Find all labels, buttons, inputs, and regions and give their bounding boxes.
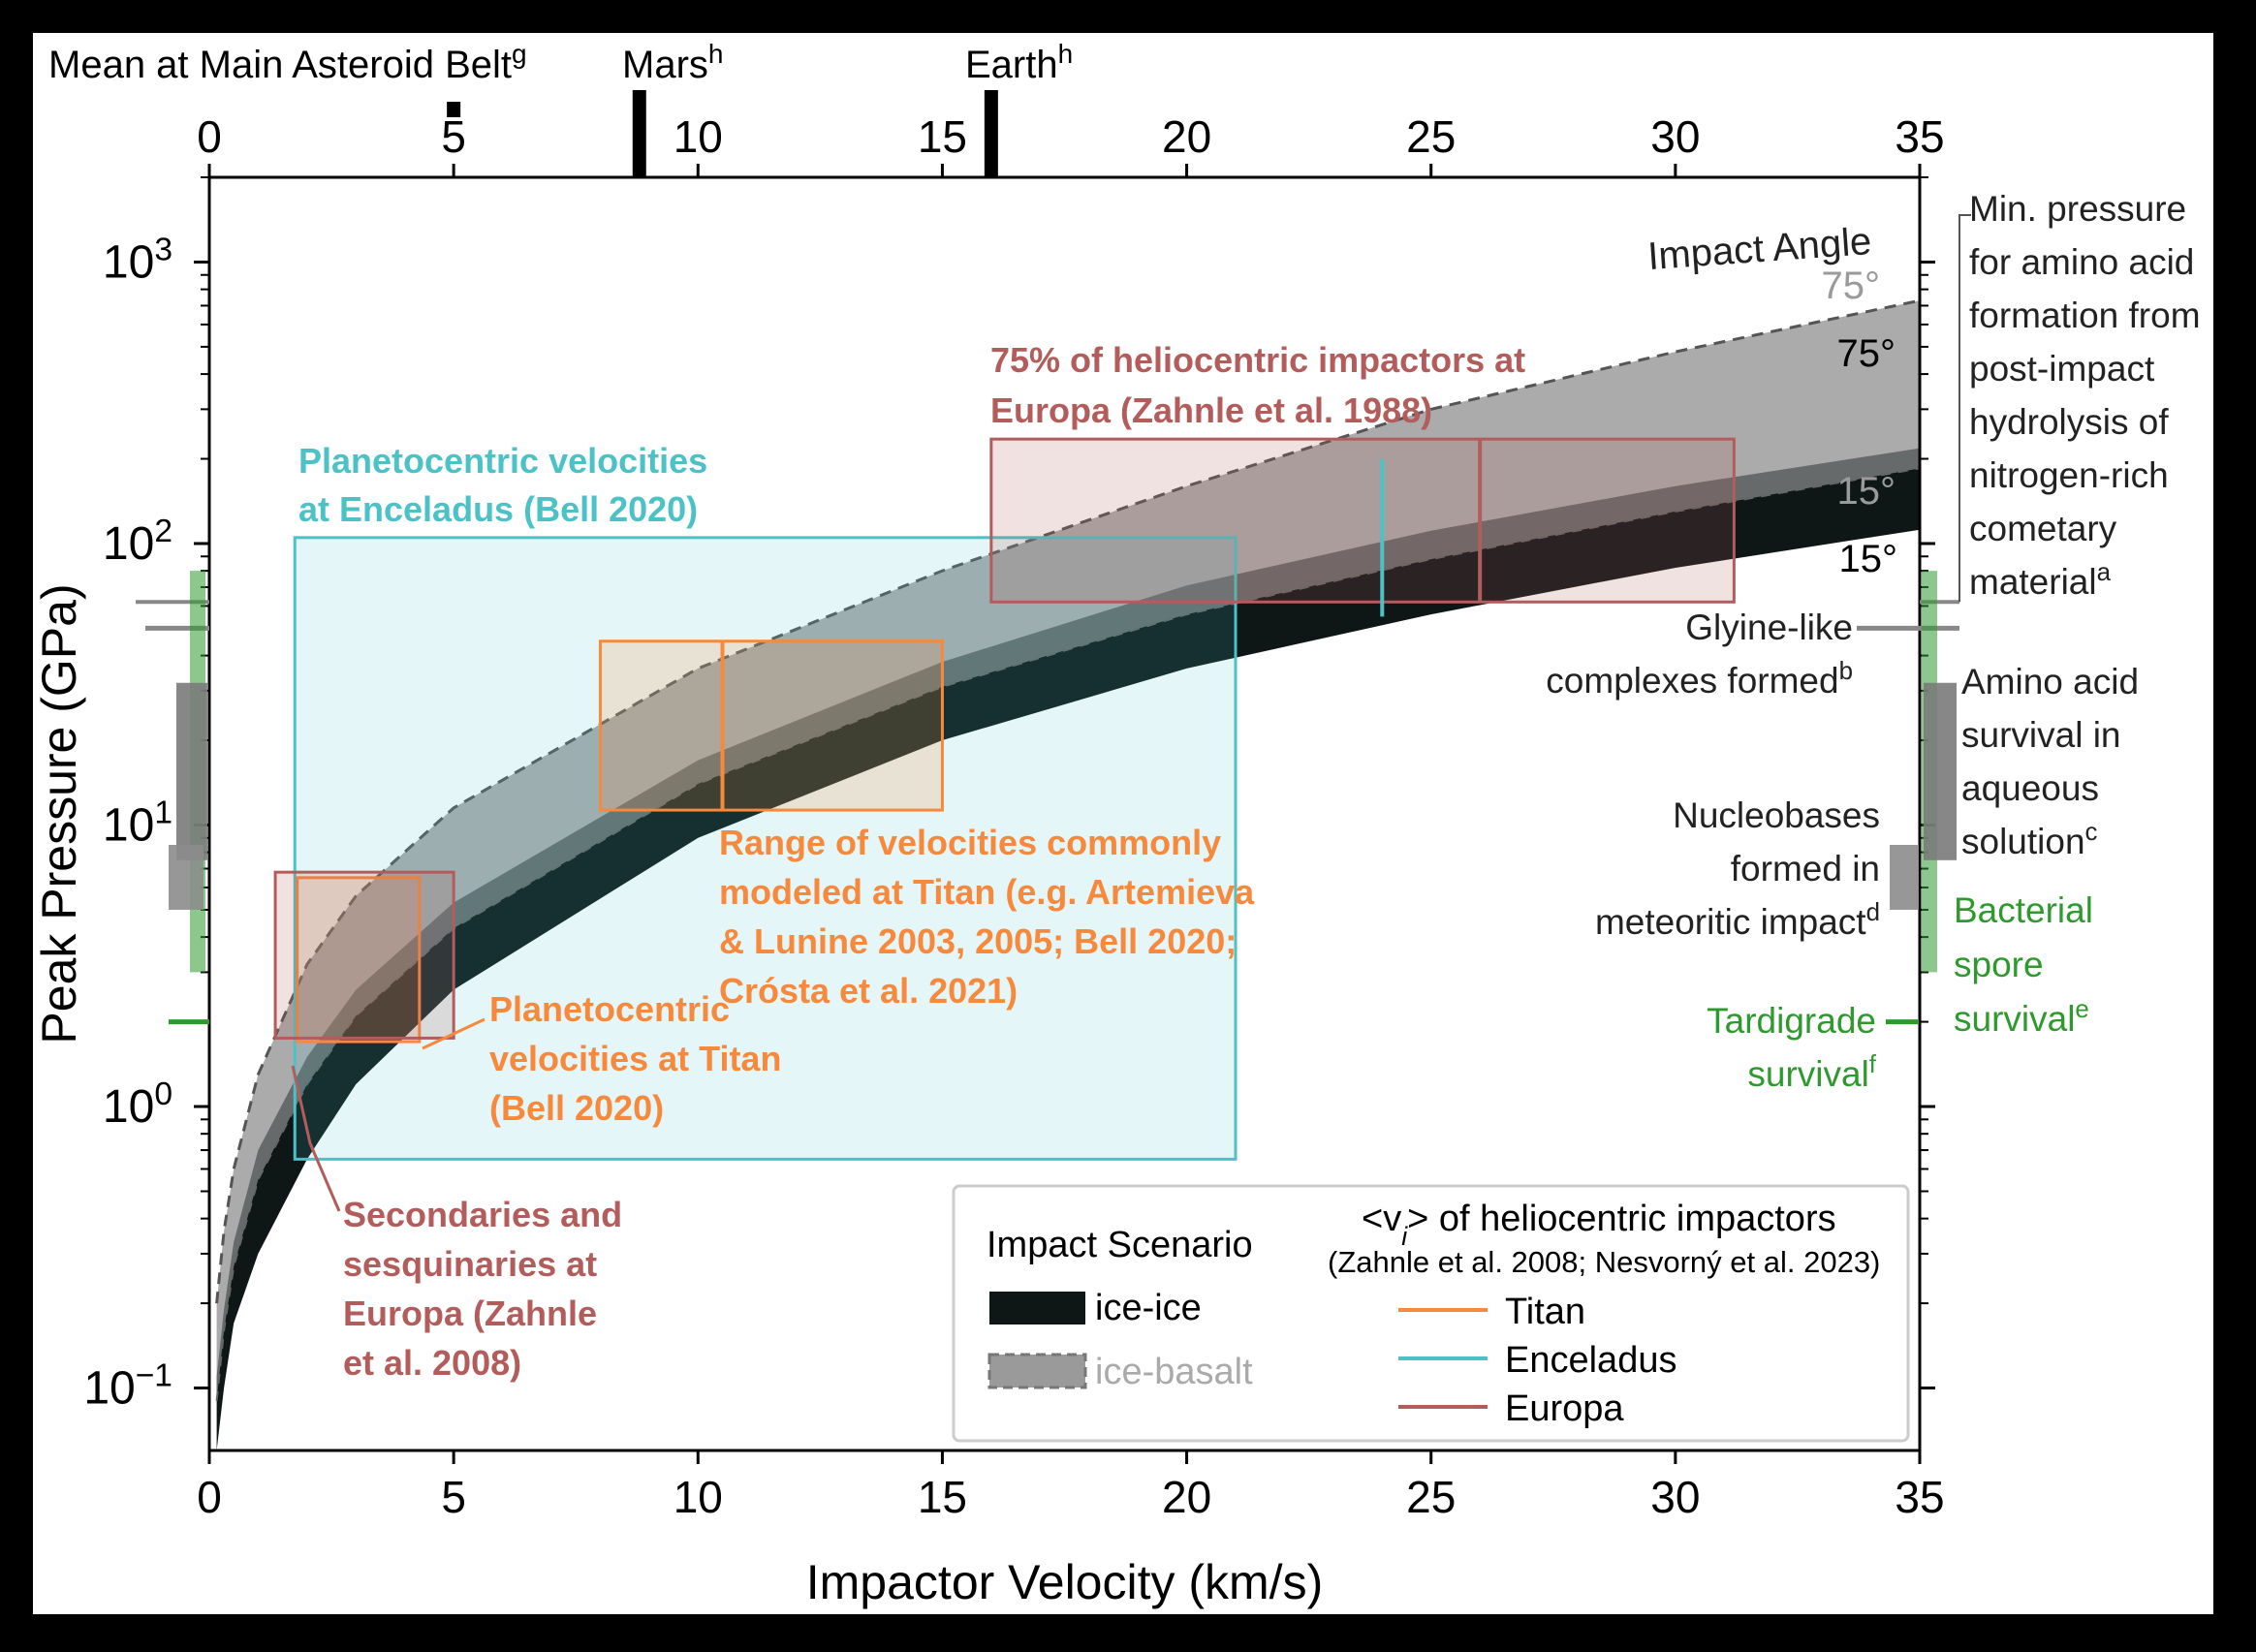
top-marker-mars	[632, 90, 646, 177]
threshold-label-3: Nucleobases	[1673, 795, 1880, 835]
legend-scenario-ice-ice: ice-ice	[1095, 1288, 1202, 1328]
box-europa-heliocentric-75-	[989, 437, 1736, 604]
top-marker-earth	[984, 90, 998, 177]
amino-acid-survival-range-left	[176, 682, 207, 860]
box-label-1: Europa (Zahnle et al. 1988)	[990, 390, 1432, 430]
threshold-label-2: solutionc	[1961, 819, 2098, 861]
threshold-label-0: cometary	[1969, 509, 2117, 548]
legend-series-europa: Europa	[1505, 1388, 1624, 1429]
top-x-tick-label: 30	[1650, 111, 1700, 162]
legend-swatch-ice-basalt	[987, 1353, 1087, 1389]
top-x-tick-label: 5	[441, 111, 466, 162]
threshold-label-2: Amino acid	[1961, 662, 2139, 701]
box-label-4: sesquinaries at	[343, 1244, 597, 1284]
x-tick-label: 25	[1406, 1472, 1456, 1522]
angle-label-basalt-15: 15°	[1837, 470, 1896, 513]
threshold-label-1: complexes formedb	[1546, 658, 1853, 701]
top-x-tick-label: 0	[197, 111, 222, 162]
box-label-0: at Enceladus (Bell 2020)	[298, 489, 698, 529]
legend-box	[952, 1184, 1910, 1443]
plot-frame	[207, 175, 1922, 1452]
box-label-2: modeled at Titan (e.g. Artemieva	[719, 872, 1255, 912]
x-tick-label: 20	[1162, 1472, 1211, 1522]
top-x-tick-label: 35	[1895, 111, 1944, 162]
threshold-label-2: survival in	[1961, 715, 2121, 755]
threshold-label-0: hydrolysis of	[1969, 402, 2169, 442]
threshold-label-0: for amino acid	[1969, 242, 2194, 282]
x-tick-label: 0	[197, 1472, 222, 1522]
box-label-3: Planetocentric	[489, 989, 730, 1029]
threshold-label-0: nitrogen-rich	[1969, 455, 2169, 495]
threshold-label-1: Glyine-like	[1685, 608, 1853, 647]
threshold-label-5: survivalf	[1747, 1051, 1876, 1094]
threshold-label-2: aqueous	[1961, 768, 2099, 808]
box-label-4: et al. 2008)	[343, 1343, 521, 1383]
ice-basalt-75deg-edge	[215, 298, 1920, 1304]
threshold-label-4: spore	[1954, 945, 2044, 984]
x-axis-label: Impactor Velocity (km/s)	[806, 1555, 1323, 1609]
threshold-label-4: Bacterial	[1954, 890, 2093, 930]
box-label-2: Range of velocities commonly	[719, 823, 1221, 862]
legend-series-titan: Titan	[1505, 1292, 1585, 1332]
box-titan-range-commonly-modeled	[598, 639, 944, 812]
top-x-tick-label: 15	[918, 111, 967, 162]
x-tick-label: 15	[918, 1472, 967, 1522]
europa-leader-line	[291, 1065, 341, 1212]
band-ice-basalt	[216, 300, 1920, 1401]
top-x-tick-label: 20	[1162, 111, 1211, 162]
top-marker-mean-at-main-asteroid-belt	[447, 102, 461, 117]
top-x-tick-label: 10	[674, 111, 723, 162]
nucleobase-range-right	[1890, 845, 1919, 910]
threshold-label-3: formed in	[1731, 849, 1880, 888]
box-label-1: 75% of heliocentric impactors at	[990, 340, 1525, 380]
top-marker-label: Earthh	[965, 39, 1073, 87]
threshold-label-3: meteoritic impactd	[1595, 899, 1880, 942]
threshold-label-0: formation from	[1969, 296, 2201, 335]
box-label-3: (Bell 2020)	[489, 1088, 664, 1128]
x-tick-label: 30	[1650, 1472, 1700, 1522]
x-tick-label: 5	[441, 1472, 466, 1522]
x-tick-label: 35	[1895, 1472, 1944, 1522]
angle-label-basalt-75: 75°	[1822, 265, 1881, 307]
top-marker-label: Mean at Main Asteroid Beltg	[48, 39, 527, 87]
legend-series-subtitle: (Zahnle et al. 2008; Nesvorný et al. 202…	[1328, 1245, 1880, 1279]
box-label-2: Crósta et al. 2021)	[719, 971, 1018, 1011]
top-x-tick-label: 25	[1406, 111, 1456, 162]
nucleobase-range-left	[169, 845, 204, 910]
box-label-2: & Lunine 2003, 2005; Bell 2020;	[719, 921, 1237, 961]
box-label-3: velocities at Titan	[489, 1039, 781, 1078]
box-label-4: Europa (Zahnle	[343, 1294, 597, 1333]
box-label-0: Planetocentric velocities	[298, 441, 707, 481]
titan-leader-line	[422, 1017, 486, 1050]
threshold-label-5: Tardigrade	[1707, 1001, 1876, 1041]
legend-series-enceladus: Enceladus	[1505, 1340, 1676, 1381]
min-pressure-bracket	[1958, 214, 1971, 603]
box-label-4: Secondaries and	[343, 1195, 622, 1234]
threshold-label-0: materiala	[1969, 559, 2112, 602]
threshold-label-4: survivale	[1954, 996, 2089, 1039]
x-tick-label: 10	[674, 1472, 723, 1522]
top-marker-label: Marsh	[622, 39, 723, 87]
legend-scenario-title: Impact Scenario	[987, 1225, 1253, 1265]
y-axis-label: Peak Pressure (GPa)	[32, 583, 86, 1044]
angle-label-ice-75: 75°	[1837, 332, 1896, 375]
box-titan-planetocentric	[296, 876, 422, 1044]
amino-acid-survival-range-right	[1924, 682, 1957, 860]
legend-scenario-ice-basalt: ice-basalt	[1095, 1352, 1253, 1392]
threshold-label-0: Min. pressure	[1969, 189, 2186, 229]
threshold-label-0: post-impact	[1969, 349, 2155, 389]
legend-swatch-ice-ice	[989, 1292, 1085, 1325]
plot-area	[215, 298, 1920, 1450]
box-europa-secondaries-and-sesquinaries	[273, 870, 455, 1040]
angle-label-ice-15: 15°	[1839, 538, 1898, 580]
